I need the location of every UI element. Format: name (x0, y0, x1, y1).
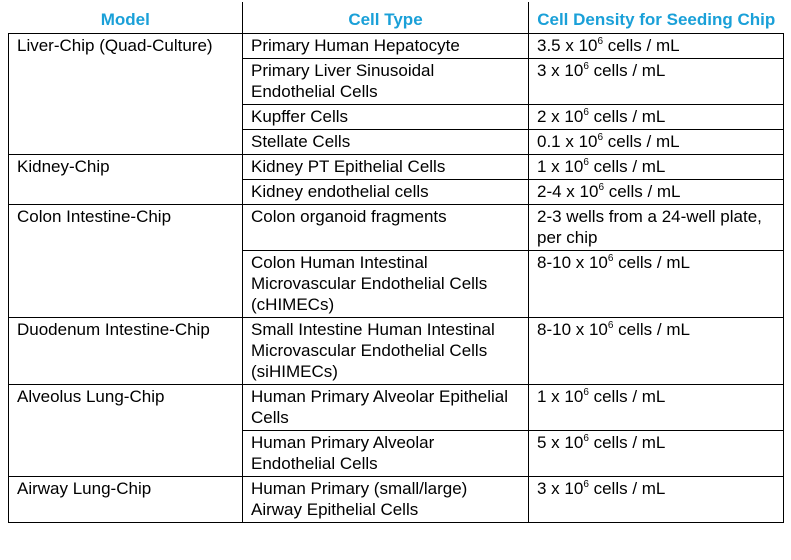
density-cell: 8-10 x 106 cells / mL (528, 317, 784, 385)
density-unit: cells / mL (604, 182, 681, 201)
header-cell-density: Cell Density for Seeding Chip (528, 2, 784, 34)
density-unit: cells / mL (603, 36, 680, 55)
density-cell: 3 x 106 cells / mL (528, 58, 784, 105)
cell-type-cell: Kidney PT Epithelial Cells (242, 154, 529, 180)
cell-type-cell: Primary Human Hepatocyte (242, 33, 529, 59)
cell-type-cell: Human Primary (small/large) Airway Epith… (242, 476, 529, 523)
density-value: 0.1 x 10 (537, 132, 598, 151)
density-unit: cells / mL (588, 157, 666, 176)
table-row: Duodenum Intestine-Chip Small Intestine H… (8, 317, 784, 385)
model-cell: Kidney-Chip (8, 154, 243, 205)
table-row: Kidney-Chip Kidney PT Epithelial Cells 1 x… (8, 154, 784, 205)
density-unit: cells / mL (588, 107, 666, 126)
table-row: Kidney endothelial cells 2-4 x 106 cells … (9, 179, 784, 205)
cell-type-cell: Kidney endothelial cells (242, 179, 529, 205)
density-exponent: 6 (583, 157, 589, 168)
density-cell: 5 x 106 cells / mL (528, 430, 784, 477)
density-exponent: 6 (583, 107, 589, 118)
density-value: 1 x 10 (537, 157, 584, 176)
cell-type-cell: Colon Human Intestinal Microvascular End… (242, 250, 529, 318)
cell-type-cell: Kupffer Cells (242, 104, 529, 130)
density-unit: cells / mL (613, 253, 690, 272)
cell-type-cell: Primary Liver Sinusoidal Endothelial Cel… (242, 58, 529, 105)
density-value: 3 x 10 (537, 479, 584, 498)
density-exponent: 6 (597, 132, 604, 143)
table-row: Airway Lung-Chip Human Primary (small/lar… (8, 476, 784, 523)
density-unit: cells / mL (588, 479, 666, 498)
table-row: Colon Intestine-Chip Colon organoid fragm… (8, 204, 784, 318)
cell-type-cell: Small Intestine Human Intestinal Microva… (242, 317, 529, 385)
density-exponent: 6 (607, 320, 614, 331)
cell-type-cell: Human Primary Alveolar Epithelial Cells (242, 384, 529, 431)
model-cell: Alveolus Lung-Chip (8, 384, 243, 477)
density-exponent: 6 (583, 61, 589, 72)
density-value: 3.5 x 10 (537, 36, 598, 55)
cell-type-cell: Colon organoid fragments (242, 204, 529, 251)
density-value: 8-10 x 10 (537, 253, 608, 272)
cell-density-table: Model Cell Type Cell Density for Seeding… (8, 2, 784, 523)
density-unit: cells / mL (588, 387, 666, 406)
table-row: Alveolus Lung-Chip Human Primary Alveolar… (8, 384, 784, 477)
model-cell: Airway Lung-Chip (8, 476, 243, 523)
density-cell: 3 x 106 cells / mL (528, 476, 784, 523)
density-exponent: 6 (583, 387, 589, 398)
density-value: 2 x 10 (537, 107, 584, 126)
header-model: Model (8, 2, 243, 34)
table-row: Primary Liver Sinusoidal Endothelial Cel… (9, 58, 784, 105)
density-value: 3 x 10 (537, 61, 584, 80)
table-row: Liver-Chip (Quad-Culture) Primary Human H… (8, 33, 784, 155)
density-exponent: 6 (607, 253, 614, 264)
density-cell: 8-10 x 106 cells / mL (528, 250, 784, 318)
density-unit: cells / mL (588, 61, 666, 80)
density-cell: 2-4 x 106 cells / mL (528, 179, 784, 205)
header-cell-type: Cell Type (242, 2, 529, 34)
cell-type-cell: Human Primary Alveolar Endothelial Cells (242, 430, 529, 477)
density-exponent: 6 (583, 479, 589, 490)
model-cell: Colon Intestine-Chip (8, 204, 243, 318)
cell-type-cell: Stellate Cells (242, 129, 529, 155)
density-cell: 3.5 x 106 cells / mL (528, 33, 784, 59)
table-row: Colon Human Intestinal Microvascular End… (9, 250, 784, 318)
density-value: 5 x 10 (537, 433, 584, 452)
density-cell: 1 x 106 cells / mL (528, 384, 784, 431)
density-unit: cells / mL (613, 320, 690, 339)
header-row: Model Cell Type Cell Density for Seeding… (8, 2, 784, 34)
density-value: 2-3 wells from a 24-well plate, per chip (537, 207, 762, 247)
density-cell: 2 x 106 cells / mL (528, 104, 784, 130)
density-exponent: 6 (583, 433, 589, 444)
model-cell: Liver-Chip (Quad-Culture) (8, 33, 243, 155)
density-value: 8-10 x 10 (537, 320, 608, 339)
density-cell: 2-3 wells from a 24-well plate, per chip (528, 204, 784, 251)
table-row: Kupffer Cells 2 x 106 cells / mL (9, 104, 784, 130)
density-cell: 1 x 106 cells / mL (528, 154, 784, 180)
density-unit: cells / mL (588, 433, 666, 452)
density-exponent: 6 (597, 36, 604, 47)
model-cell: Duodenum Intestine-Chip (8, 317, 243, 385)
density-value: 1 x 10 (537, 387, 584, 406)
density-value: 2-4 x 10 (537, 182, 599, 201)
density-cell: 0.1 x 106 cells / mL (528, 129, 784, 155)
table-body: Liver-Chip (Quad-Culture) Primary Human H… (8, 33, 784, 523)
density-exponent: 6 (598, 182, 604, 193)
density-unit: cells / mL (603, 132, 680, 151)
